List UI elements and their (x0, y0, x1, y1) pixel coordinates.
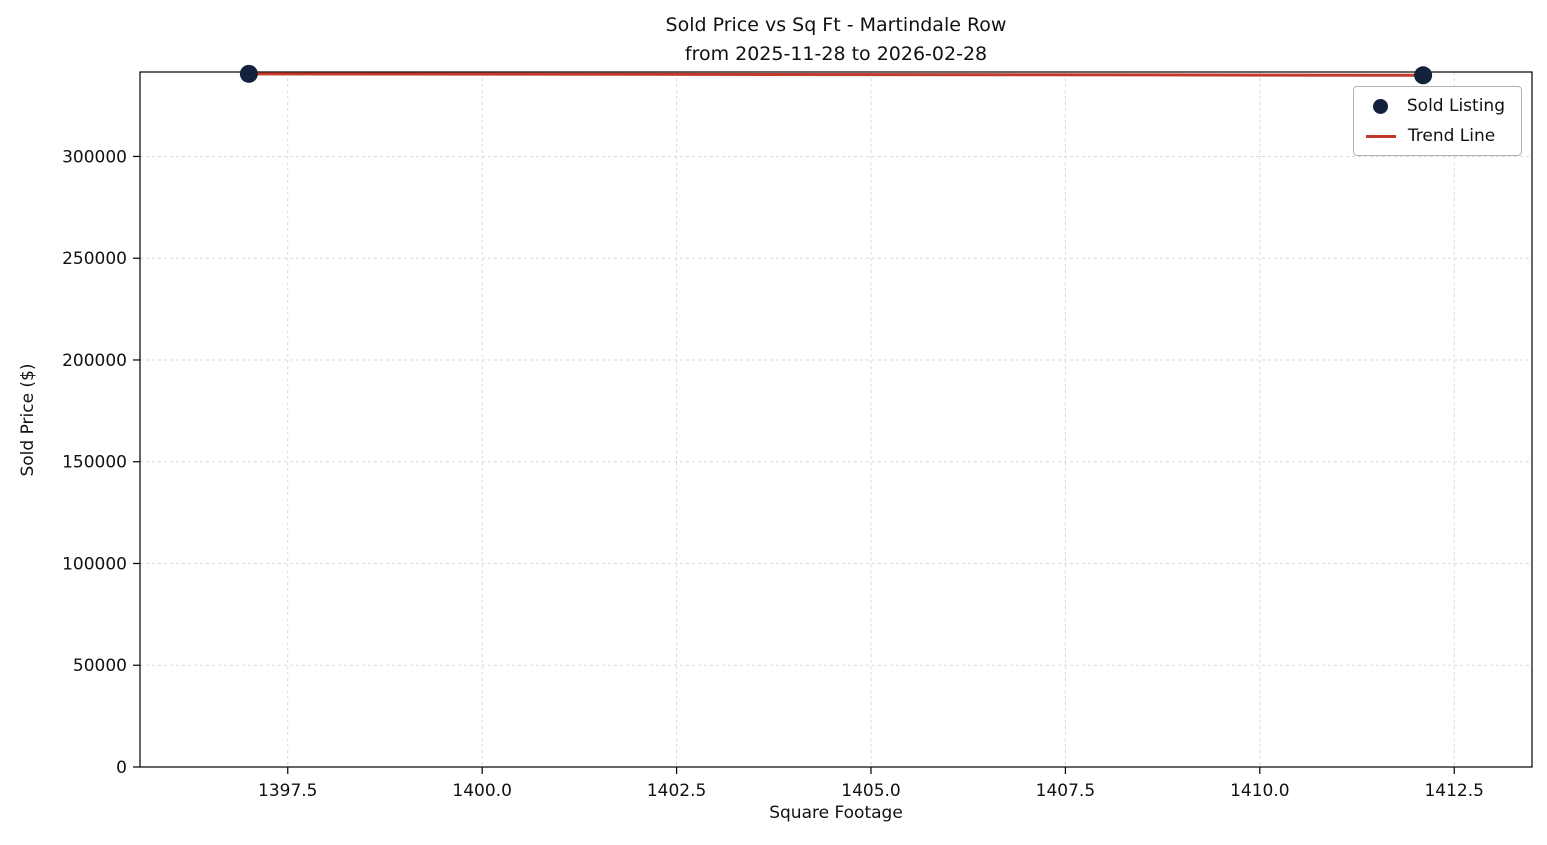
y-tick-label: 50000 (73, 656, 127, 676)
y-tick-label: 300000 (62, 147, 127, 167)
y-tick-label: 0 (116, 758, 127, 778)
legend-item-trend-line: Trend Line (1365, 126, 1505, 146)
x-tick-label: 1400.0 (452, 781, 511, 801)
plot-border (139, 71, 1533, 768)
trend-line-marker-icon (1365, 134, 1396, 138)
x-tick-label: 1397.5 (258, 781, 317, 801)
scatter-point (239, 64, 258, 83)
x-axis-label: Square Footage (769, 803, 903, 823)
legend: Sold Listing Trend Line (1352, 86, 1522, 156)
y-tick-label: 100000 (62, 554, 127, 574)
chart-title-line2: from 2025-11-28 to 2026-02-28 (684, 43, 988, 65)
x-tick-label: 1402.5 (647, 781, 706, 801)
legend-label-trend-line: Trend Line (1407, 126, 1496, 146)
y-axis-label: Sold Price ($) (18, 363, 38, 477)
legend-item-sold-listing: Sold Listing (1366, 96, 1505, 116)
y-tick-label: 250000 (62, 249, 127, 269)
x-tick-label: 1410.0 (1230, 781, 1289, 801)
y-tick-label: 200000 (62, 351, 127, 371)
x-tick-label: 1412.5 (1424, 781, 1483, 801)
trend-line (247, 72, 1425, 77)
legend-label-sold-listing: Sold Listing (1406, 96, 1505, 116)
x-tick-label: 1405.0 (841, 781, 900, 801)
chart-title-line1: Sold Price vs Sq Ft - Martindale Row (665, 14, 1007, 36)
y-tick-label: 150000 (62, 453, 127, 473)
sold-listing-marker-icon (1372, 98, 1388, 114)
scatter-point (1414, 66, 1433, 85)
chart-title: Sold Price vs Sq Ft - Martindale Row fro… (140, 11, 1532, 69)
x-tick-label: 1407.5 (1036, 781, 1095, 801)
